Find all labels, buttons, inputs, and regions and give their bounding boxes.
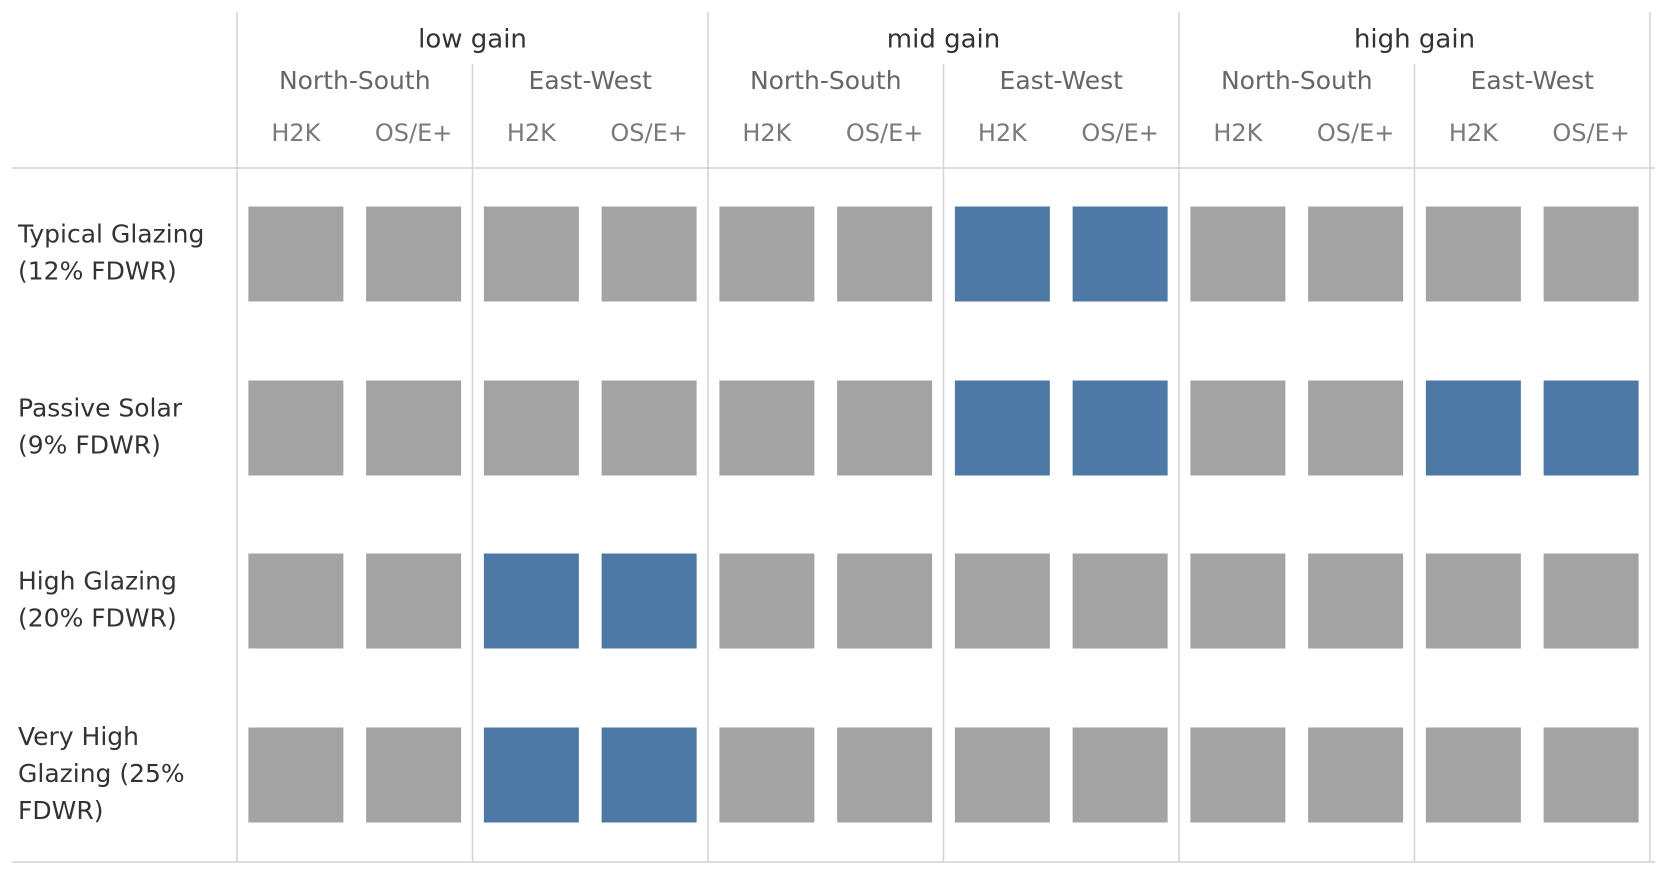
heatmap-cell [954,206,1050,302]
heatmap-cells [248,206,1639,823]
row-label: High Glazing [18,567,177,596]
heatmap-cell [601,206,697,302]
heatmap-cell [248,553,344,649]
row-label: Very High [18,722,139,751]
heatmap-cell [719,727,815,823]
heatmap-cell [1072,380,1168,476]
heatmap-cell [1425,727,1521,823]
heatmap-cell [366,206,462,302]
heatmap-cell [954,380,1050,476]
row-label: Typical Glazing [17,220,204,249]
grid-lines [12,12,1655,863]
row-label: Passive Solar [18,394,183,423]
tool-label: H2K [978,119,1028,147]
gain-group-label: high gain [1354,25,1475,55]
heatmap-cell [837,380,933,476]
heatmap-cell [366,380,462,476]
heatmap-cell [1425,553,1521,649]
tool-label: OS/E+ [1081,119,1158,147]
heatmap-cell [248,206,344,302]
heatmap-cell [837,727,933,823]
heatmap-cell [483,553,579,649]
row-label: (20% FDWR) [18,604,177,633]
row-label: (12% FDWR) [18,257,177,286]
heatmap-cell [954,553,1050,649]
heatmap-cell [1425,380,1521,476]
heatmap-cell [1072,727,1168,823]
heatmap-cell [601,553,697,649]
heatmap-cell [483,380,579,476]
heatmap-cell [1072,206,1168,302]
heatmap-cell [483,727,579,823]
orientation-label: East-West [1000,66,1124,95]
heatmap-cell [1072,553,1168,649]
heatmap-cell [1543,206,1639,302]
heatmap-cell [1308,206,1404,302]
heatmap-cell [601,380,697,476]
tool-label: OS/E+ [1552,119,1629,147]
heatmap-cell [719,206,815,302]
tool-label: H2K [742,119,792,147]
heatmap-cell [1190,553,1286,649]
row-label: FDWR) [18,796,103,825]
heatmap-cell [248,380,344,476]
heatmap-cell [1308,727,1404,823]
heatmap-cell [483,206,579,302]
tool-label: OS/E+ [846,119,923,147]
row-labels: Typical Glazing (12% FDWR) Passive Solar (9… [17,220,204,826]
tool-label: OS/E+ [375,119,452,147]
heatmap-cell [1543,553,1639,649]
heatmap-cell [1190,380,1286,476]
heatmap-cell [366,727,462,823]
heatmap-cell [1190,727,1286,823]
heatmap-cell [1308,553,1404,649]
heatmap-cell [954,727,1050,823]
orientation-label: North-South [750,66,902,95]
heatmap-cell [366,553,462,649]
heatmap-cell [1308,380,1404,476]
gain-group-label: mid gain [887,25,1000,55]
heatmap-cell [1543,380,1639,476]
heatmap-cell [601,727,697,823]
heatmap-cell [1425,206,1521,302]
tool-label: H2K [271,119,321,147]
heatmap-cell [248,727,344,823]
gain-group-label: low gain [418,25,527,55]
orientation-label: North-South [1221,66,1373,95]
tool-label: OS/E+ [1317,119,1394,147]
orientation-label: North-South [279,66,431,95]
heatmap-cell [719,380,815,476]
row-label: Glazing (25% [18,759,185,788]
heatmap-cell [1543,727,1639,823]
orientation-label: East-West [1471,66,1595,95]
heatmap-cell [837,206,933,302]
tool-label: H2K [1213,119,1263,147]
tool-label: H2K [1449,119,1499,147]
tool-label: H2K [507,119,557,147]
heatmap-cell [837,553,933,649]
tool-label: OS/E+ [610,119,687,147]
column-headers: low gain North-South H2K OS/E+ East-West H2K O… [271,25,1630,148]
heatmap-cell [1190,206,1286,302]
heatmap-cell [719,553,815,649]
orientation-label: East-West [529,66,653,95]
row-label: (9% FDWR) [18,431,161,460]
